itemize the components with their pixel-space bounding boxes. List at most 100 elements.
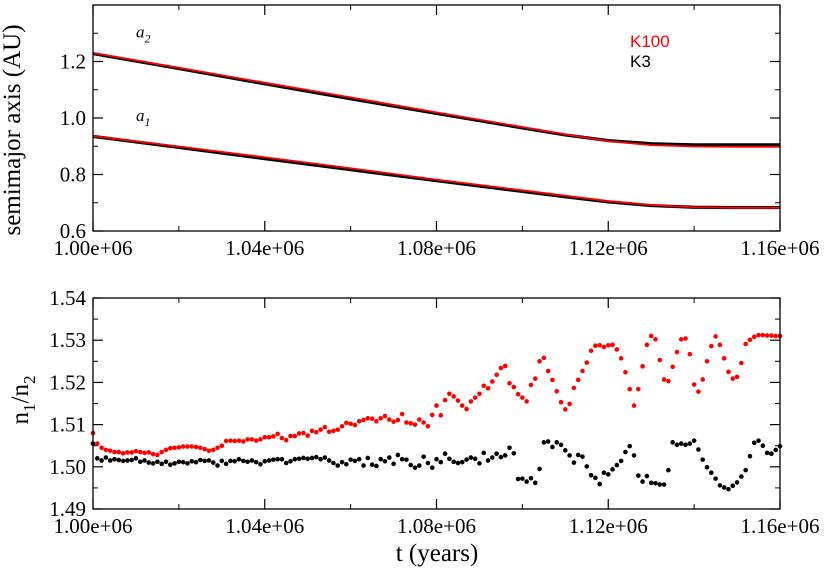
- data-point-k3: [125, 458, 130, 463]
- data-point-k100: [348, 421, 353, 427]
- data-point-k3: [172, 461, 177, 466]
- data-point-k3: [228, 458, 233, 464]
- data-point-k100: [382, 413, 388, 419]
- data-point-k3: [769, 451, 774, 457]
- data-point-k3: [541, 440, 547, 445]
- data-point-k3: [313, 454, 319, 460]
- data-point-k3: [176, 459, 182, 465]
- data-point-k100: [116, 449, 122, 455]
- data-point-k100: [584, 360, 590, 365]
- data-point-k100: [129, 450, 134, 455]
- data-point-k100: [146, 450, 152, 455]
- data-point-k3: [112, 456, 117, 462]
- data-point-k100: [678, 337, 684, 342]
- data-point-k100: [730, 376, 736, 381]
- data-point-k100: [103, 447, 109, 453]
- data-point-k100: [623, 369, 628, 375]
- data-point-k100: [636, 386, 641, 392]
- data-point-k3: [292, 456, 298, 462]
- data-point-k100: [739, 360, 744, 366]
- data-point-k3: [614, 462, 620, 468]
- data-point-k3: [472, 456, 478, 462]
- data-point-k100: [717, 342, 723, 348]
- data-point-k3: [206, 458, 212, 463]
- data-point-k100: [335, 427, 341, 432]
- data-point-k100: [120, 451, 126, 456]
- data-point-k3: [528, 475, 534, 481]
- data-point-k100: [189, 444, 195, 449]
- data-point-k3: [146, 460, 152, 465]
- data-point-k100: [520, 395, 525, 400]
- data-point-k3: [751, 440, 757, 446]
- annotation-a1: a1: [136, 106, 151, 129]
- data-point-k3: [258, 461, 263, 467]
- data-point-k100: [249, 437, 255, 442]
- data-point-k100: [125, 450, 130, 455]
- data-point-k3: [713, 476, 718, 481]
- data-point-k3: [335, 463, 341, 468]
- data-point-k3: [575, 452, 581, 458]
- data-point-k100: [760, 332, 766, 338]
- data-point-k3: [369, 462, 375, 467]
- data-point-k3: [717, 483, 723, 488]
- data-point-k100: [502, 363, 508, 369]
- data-point-k3: [648, 480, 654, 486]
- bottom-x-tick-label: 1.08e+06: [397, 514, 476, 538]
- bottom-y-tick-label: 1.53: [49, 328, 86, 352]
- data-point-k100: [751, 334, 757, 340]
- data-point-k3: [382, 459, 388, 464]
- data-point-k3: [331, 460, 336, 466]
- data-point-k3: [485, 458, 491, 463]
- data-point-k3: [417, 463, 422, 468]
- data-point-k3: [696, 447, 701, 452]
- data-point-k100: [202, 446, 207, 452]
- data-point-k3: [198, 457, 203, 463]
- data-point-k100: [344, 420, 349, 426]
- top-y-axis-label: semimajor axis (AU): [0, 24, 26, 235]
- bottom-panel: 1.00e+06 1.04e+06 1.08e+06 1.12e+06 1.16e+06…: [7, 286, 819, 567]
- data-point-k3: [223, 461, 229, 467]
- data-point-k3: [275, 456, 280, 462]
- top-x-tick-label: 1.00e+06: [54, 236, 133, 260]
- data-point-k100: [309, 428, 315, 434]
- data-point-k100: [554, 388, 560, 394]
- data-point-k3: [678, 441, 684, 446]
- data-point-k100: [417, 417, 422, 422]
- data-point-k3: [498, 454, 504, 460]
- top-tick-labels: 1.00e+06 1.04e+06 1.08e+06 1.12e+06 1.16e+06…: [54, 50, 820, 261]
- data-point-k3: [352, 458, 358, 464]
- data-point-k100: [288, 433, 293, 439]
- data-point-k100: [683, 336, 688, 341]
- data-point-k3: [743, 467, 748, 473]
- data-point-k100: [481, 383, 487, 389]
- data-point-k3: [739, 474, 744, 479]
- data-point-k3: [189, 459, 195, 464]
- data-point-k3: [760, 443, 766, 449]
- data-point-k3: [537, 466, 542, 472]
- data-point-k3: [691, 438, 697, 443]
- series-line-a1-k100: [92, 135, 780, 209]
- data-point-k100: [425, 423, 431, 429]
- data-point-k3: [524, 479, 529, 484]
- data-point-k100: [412, 422, 418, 427]
- data-point-k100: [588, 348, 594, 354]
- data-point-k3: [120, 458, 126, 464]
- data-point-k100: [700, 377, 706, 382]
- data-point-k100: [326, 429, 332, 435]
- annotation-a1-base: a: [136, 106, 145, 125]
- data-point-k3: [631, 453, 637, 458]
- data-point-k100: [696, 389, 701, 394]
- data-point-k100: [94, 441, 100, 446]
- data-point-k3: [365, 455, 371, 461]
- data-point-k100: [726, 369, 731, 375]
- data-point-k3: [597, 481, 602, 487]
- data-point-k3: [653, 480, 658, 486]
- data-point-k100: [283, 437, 289, 443]
- data-point-k100: [541, 355, 547, 361]
- data-point-k100: [240, 439, 246, 444]
- data-point-k3: [730, 483, 736, 489]
- data-point-k3: [421, 454, 426, 459]
- data-point-k3: [584, 464, 590, 469]
- annotation-a2: a2: [136, 22, 151, 45]
